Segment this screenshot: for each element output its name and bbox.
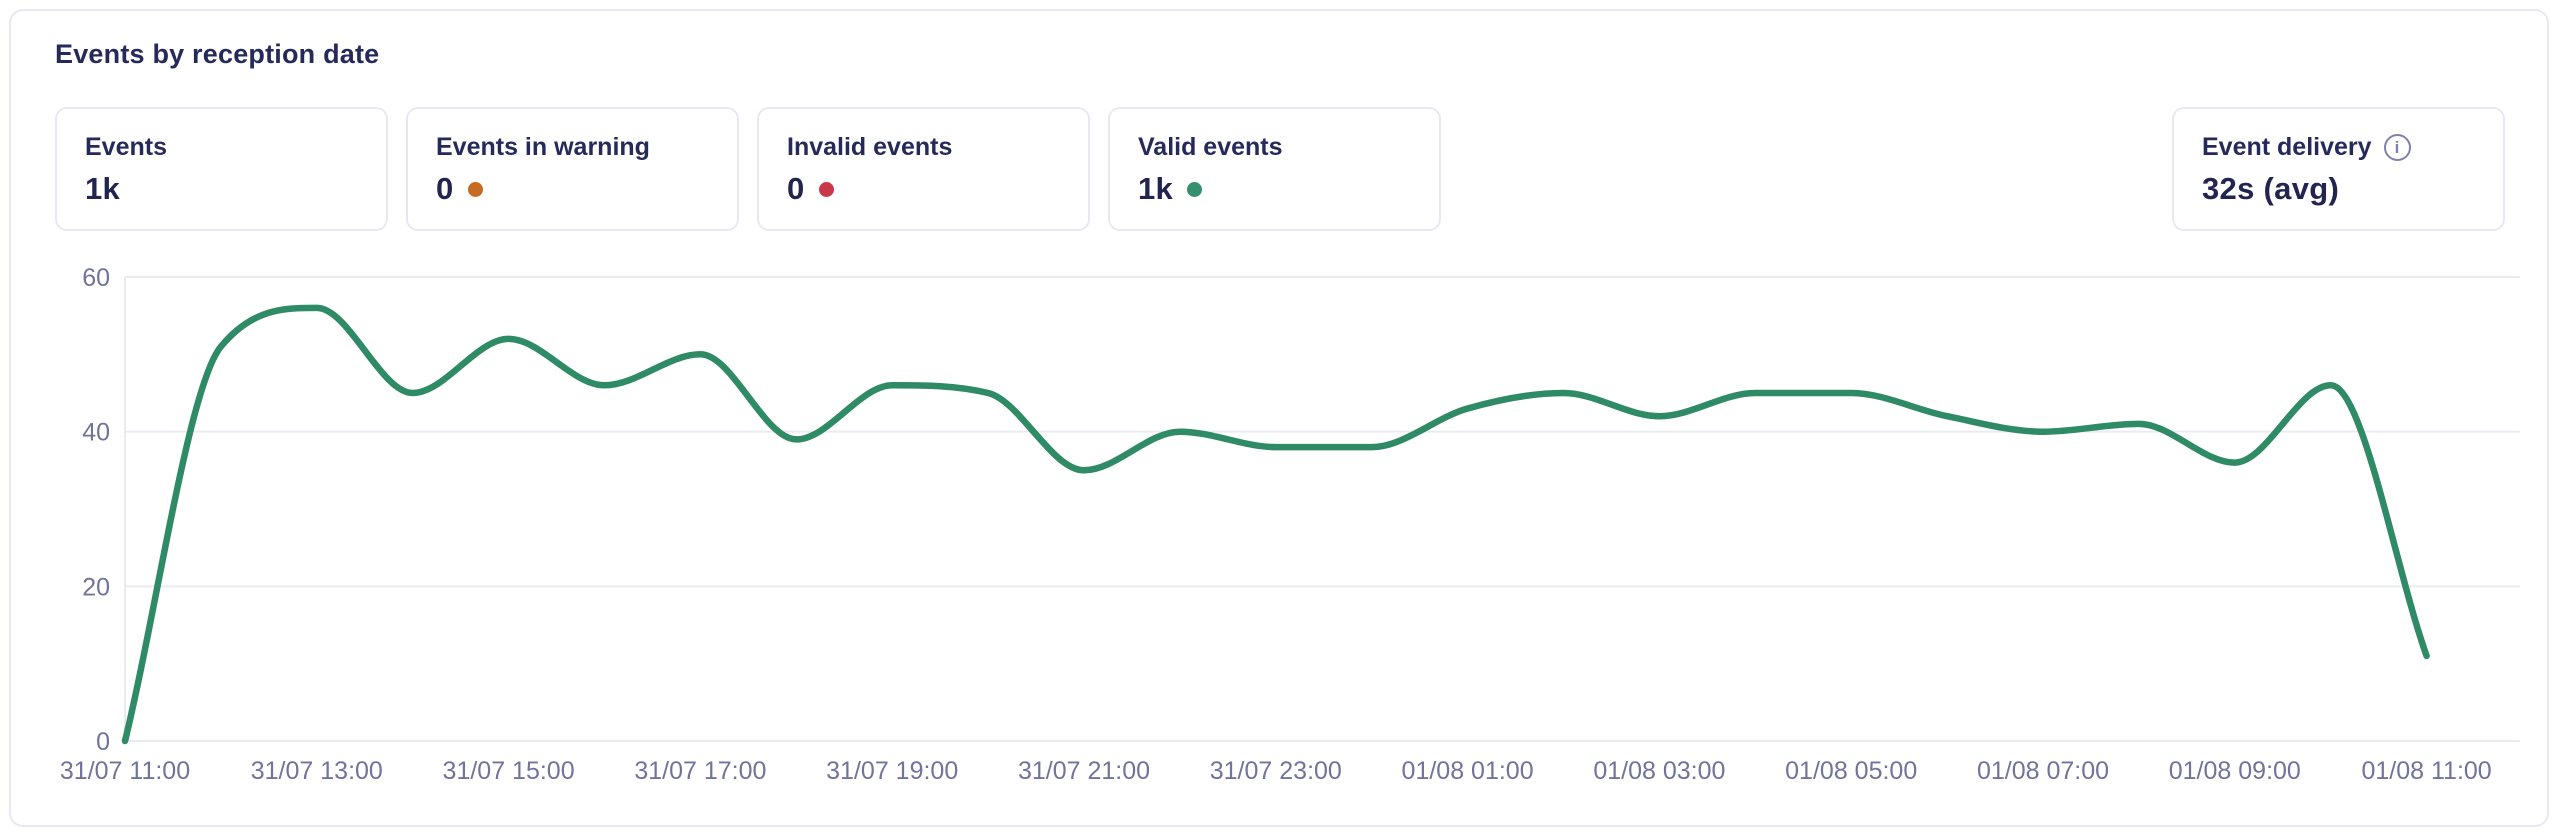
stat-label: Event delivery i — [2202, 133, 2475, 162]
stat-value-row: 1k — [1138, 171, 1411, 207]
y-tick-label: 20 — [82, 573, 110, 601]
x-tick-label: 01/08 11:00 — [2361, 757, 2491, 785]
stat-card-event-delivery: Event delivery i 32s (avg) — [2172, 107, 2505, 231]
x-tick-label: 31/07 11:00 — [60, 757, 190, 785]
x-tick-label: 31/07 17:00 — [634, 757, 766, 785]
stat-value-row: 0 — [787, 171, 1060, 207]
x-tick-label: 31/07 23:00 — [1210, 757, 1342, 785]
stat-value-row: 32s (avg) — [2202, 171, 2475, 207]
stat-value-row: 1k — [85, 171, 358, 207]
chart-area: 0 20 40 60 31/07 11:00 31/07 13:00 31/07 15:00… — [13, 256, 2545, 821]
x-tick-label: 01/08 09:00 — [2169, 757, 2301, 785]
stat-value: 1k — [1138, 171, 1174, 206]
x-tick-label: 01/08 07:00 — [1977, 757, 2109, 785]
y-tick-label: 0 — [96, 728, 110, 756]
stat-label: Events in warning — [436, 133, 650, 161]
stat-card-invalid-events: Invalid events 0 — [757, 107, 1090, 231]
warning-status-dot — [467, 181, 483, 197]
events-panel: Events by reception date Events 1k Event… — [9, 9, 2549, 827]
stat-value-row: 0 — [436, 171, 709, 207]
info-icon[interactable]: i — [2383, 134, 2411, 161]
stat-value: 0 — [436, 171, 454, 206]
x-tick-label: 01/08 01:00 — [1402, 757, 1534, 785]
stat-card-valid-events: Valid events 1k — [1108, 107, 1441, 231]
events-line-chart[interactable]: 0 20 40 60 31/07 11:00 31/07 13:00 31/07 15:00… — [13, 256, 2545, 821]
x-tick-label: 31/07 19:00 — [826, 757, 958, 785]
stat-value: 32s (avg) — [2202, 171, 2340, 206]
x-tick-label: 01/08 05:00 — [1785, 757, 1917, 785]
valid-status-dot — [1187, 181, 1203, 197]
y-tick-label: 60 — [82, 264, 110, 292]
x-tick-label: 31/07 21:00 — [1018, 757, 1150, 785]
stat-label: Invalid events — [787, 133, 953, 161]
x-tick-label: 31/07 15:00 — [443, 757, 575, 785]
stat-cards-row: Events 1k Events in warning 0 Invalid ev… — [55, 107, 2505, 231]
stat-value: 1k — [85, 171, 121, 206]
events-series-line — [121, 304, 2430, 745]
stat-label-text: Event delivery — [2202, 133, 2372, 161]
stat-value: 0 — [787, 171, 805, 206]
y-tick-label: 40 — [82, 419, 110, 447]
x-tick-label: 31/07 13:00 — [251, 757, 383, 785]
stat-label: Valid events — [1138, 133, 1283, 161]
stat-card-events: Events 1k — [55, 107, 388, 231]
stat-label: Events — [85, 133, 167, 161]
stat-card-events-in-warning: Events in warning 0 — [406, 107, 739, 231]
invalid-status-dot — [818, 181, 834, 197]
panel-title: Events by reception date — [55, 39, 380, 69]
x-tick-label: 01/08 03:00 — [1593, 757, 1725, 785]
